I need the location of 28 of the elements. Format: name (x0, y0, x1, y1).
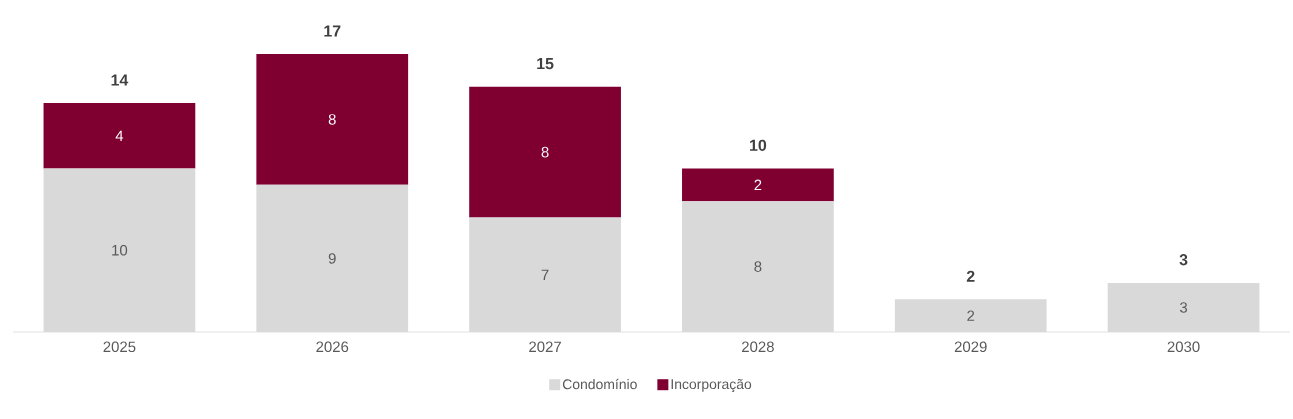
data-label: 7 (541, 269, 549, 280)
bar (682, 168, 834, 202)
total-label: 10 (750, 139, 767, 151)
data-label: 3 (1179, 302, 1188, 313)
x-tick-label: 2029 (954, 341, 987, 353)
x-tick-label: 2028 (742, 341, 774, 353)
data-label: 8 (328, 114, 336, 125)
data-label: 2 (754, 179, 762, 191)
total-label: 15 (537, 58, 554, 70)
data-label: 9 (328, 253, 336, 264)
data-label: 8 (541, 146, 549, 158)
x-tick-label: 2026 (316, 341, 349, 353)
data-label: 2 (967, 310, 975, 321)
legend-label: Condomínio (562, 378, 637, 390)
total-label: 3 (1179, 254, 1188, 266)
data-label: 8 (754, 261, 762, 272)
total-label: 14 (111, 74, 129, 86)
bar (469, 86, 621, 218)
x-tick-label: 2025 (103, 341, 136, 353)
total-label: 17 (324, 25, 341, 37)
legend-label: Incorporação (671, 378, 752, 392)
total-label: 2 (966, 270, 975, 282)
bar (43, 103, 196, 169)
x-tick-label: 2030 (1167, 341, 1200, 353)
data-label: 10 (112, 244, 128, 256)
bar (256, 54, 409, 185)
x-tick-label: 2027 (529, 341, 561, 353)
data-label: 4 (115, 130, 124, 141)
